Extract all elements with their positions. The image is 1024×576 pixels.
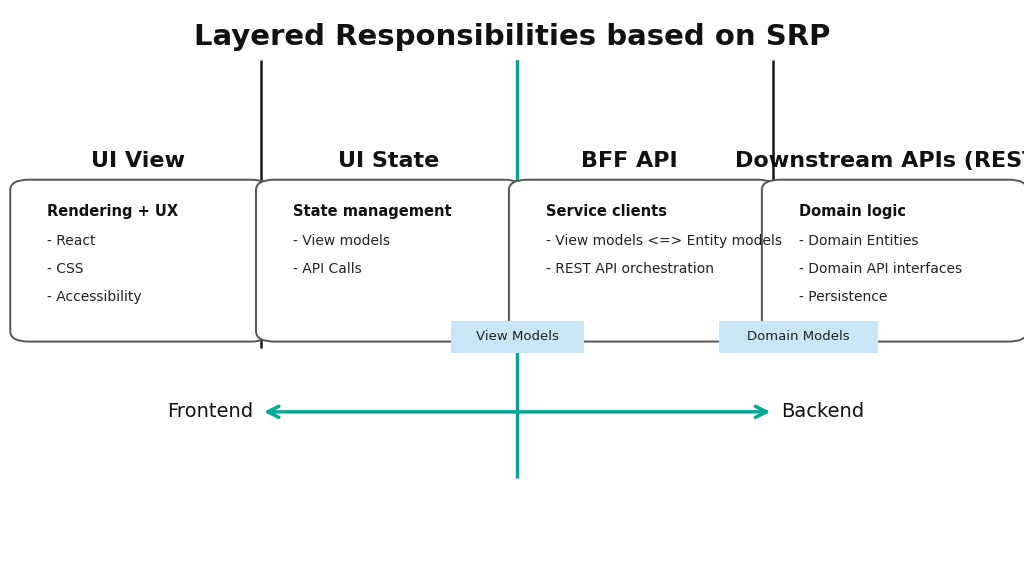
Text: - CSS: - CSS <box>47 262 84 276</box>
FancyBboxPatch shape <box>10 180 269 342</box>
Text: Rendering + UX: Rendering + UX <box>47 204 178 219</box>
FancyBboxPatch shape <box>256 180 522 342</box>
Text: - React: - React <box>47 234 95 248</box>
Text: - Domain API interfaces: - Domain API interfaces <box>799 262 962 276</box>
Text: State management: State management <box>293 204 452 219</box>
Text: BFF API: BFF API <box>582 151 678 171</box>
Text: - REST API orchestration: - REST API orchestration <box>546 262 714 276</box>
Text: - View models <=> Entity models: - View models <=> Entity models <box>546 234 781 248</box>
Text: Backend: Backend <box>781 403 864 421</box>
Text: - Persistence: - Persistence <box>799 290 887 304</box>
Text: - API Calls: - API Calls <box>293 262 361 276</box>
Text: View Models: View Models <box>476 331 558 343</box>
Text: Downstream APIs (REST): Downstream APIs (REST) <box>734 151 1024 171</box>
Text: - Domain Entities: - Domain Entities <box>799 234 919 248</box>
Text: Layered Responsibilities based on SRP: Layered Responsibilities based on SRP <box>194 24 830 51</box>
FancyBboxPatch shape <box>762 180 1024 342</box>
Text: Service clients: Service clients <box>546 204 667 219</box>
Text: - View models: - View models <box>293 234 390 248</box>
FancyBboxPatch shape <box>509 180 776 342</box>
Text: Domain Models: Domain Models <box>748 331 850 343</box>
FancyBboxPatch shape <box>719 321 879 353</box>
Text: UI View: UI View <box>91 151 185 171</box>
Text: UI State: UI State <box>339 151 439 171</box>
Text: Frontend: Frontend <box>167 403 253 421</box>
Text: Domain logic: Domain logic <box>799 204 905 219</box>
Text: - Accessibility: - Accessibility <box>47 290 141 304</box>
FancyBboxPatch shape <box>451 321 584 353</box>
